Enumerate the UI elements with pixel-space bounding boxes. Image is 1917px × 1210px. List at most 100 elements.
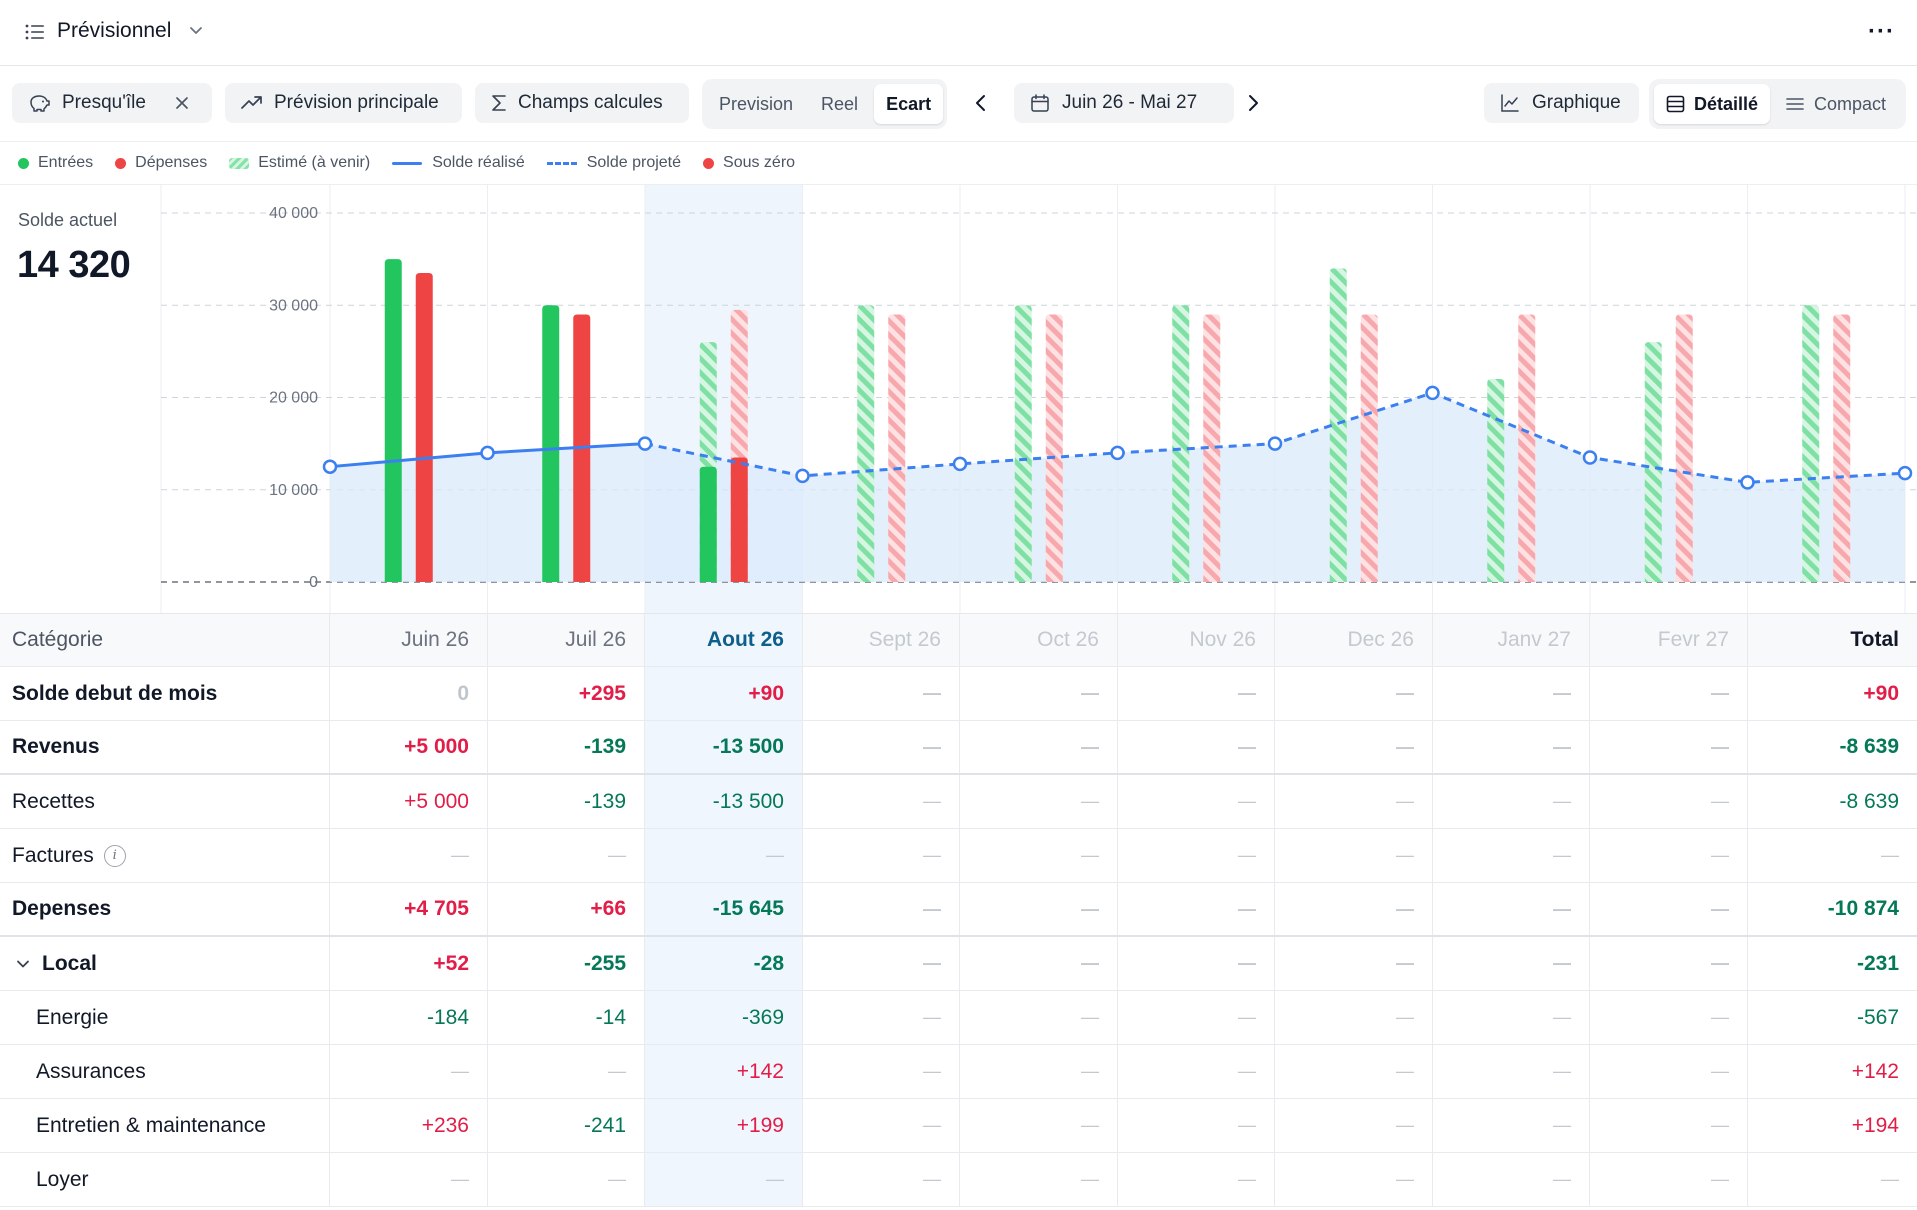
- table-cell[interactable]: +66: [488, 883, 645, 935]
- table-cell[interactable]: —: [1590, 721, 1748, 773]
- table-cell[interactable]: —: [1590, 829, 1748, 882]
- table-cell[interactable]: —: [1275, 1153, 1433, 1206]
- table-cell[interactable]: —: [1433, 1045, 1590, 1098]
- column-header[interactable]: Dec 26: [1275, 614, 1433, 666]
- table-cell[interactable]: -241: [488, 1099, 645, 1152]
- table-cell[interactable]: —: [960, 883, 1118, 935]
- table-cell[interactable]: —: [1590, 991, 1748, 1044]
- table-cell[interactable]: —: [803, 1045, 960, 1098]
- calculated-fields-button[interactable]: Champs calcules: [475, 83, 689, 123]
- table-cell[interactable]: —: [1433, 667, 1590, 720]
- table-cell[interactable]: —: [803, 1099, 960, 1152]
- table-cell[interactable]: +5 000: [330, 721, 488, 773]
- table-cell[interactable]: —: [803, 721, 960, 773]
- table-cell[interactable]: —: [960, 1045, 1118, 1098]
- table-cell[interactable]: —: [803, 667, 960, 720]
- table-cell[interactable]: +199: [645, 1099, 803, 1152]
- table-cell[interactable]: -28: [645, 937, 803, 990]
- table-cell[interactable]: —: [960, 991, 1118, 1044]
- table-cell[interactable]: +142: [645, 1045, 803, 1098]
- table-cell[interactable]: +295: [488, 667, 645, 720]
- table-cell[interactable]: —: [645, 1153, 803, 1206]
- chevron-right-icon[interactable]: [1240, 90, 1266, 116]
- more-horizontal-icon[interactable]: ···: [1868, 18, 1895, 45]
- table-cell[interactable]: —: [960, 667, 1118, 720]
- table-cell[interactable]: —: [1433, 775, 1590, 828]
- table-cell[interactable]: -8 639: [1839, 789, 1899, 813]
- view-detaille[interactable]: Détaillé: [1654, 84, 1771, 124]
- table-cell[interactable]: —: [1118, 829, 1275, 882]
- table-cell[interactable]: —: [803, 775, 960, 828]
- table-cell[interactable]: —: [1118, 667, 1275, 720]
- table-cell[interactable]: —: [330, 829, 488, 882]
- table-row[interactable]: Loyer — — — — — — — — — —: [0, 1153, 1917, 1207]
- table-cell[interactable]: —: [1590, 667, 1748, 720]
- chevron-down-icon[interactable]: [188, 24, 204, 38]
- table-cell[interactable]: —: [960, 1153, 1118, 1206]
- table-cell[interactable]: —: [1118, 883, 1275, 935]
- column-header[interactable]: Janv 27: [1433, 614, 1590, 666]
- page-title[interactable]: Prévisionnel: [57, 19, 172, 42]
- table-cell[interactable]: -139: [488, 775, 645, 828]
- table-cell[interactable]: —: [1118, 775, 1275, 828]
- table-cell[interactable]: —: [330, 1153, 488, 1206]
- table-cell[interactable]: —: [1118, 937, 1275, 990]
- table-cell[interactable]: —: [960, 937, 1118, 990]
- table-cell[interactable]: —: [1433, 1153, 1590, 1206]
- table-cell[interactable]: -567: [1856, 1005, 1899, 1029]
- table-cell[interactable]: —: [960, 1099, 1118, 1152]
- info-icon[interactable]: i: [103, 844, 126, 867]
- table-cell[interactable]: —: [960, 721, 1118, 773]
- table-cell[interactable]: +52: [330, 937, 488, 990]
- table-cell[interactable]: +236: [330, 1099, 488, 1152]
- table-cell[interactable]: —: [960, 775, 1118, 828]
- table-cell[interactable]: —: [1433, 1099, 1590, 1152]
- table-cell[interactable]: —: [1275, 1045, 1433, 1098]
- table-cell[interactable]: -14: [488, 991, 645, 1044]
- table-cell[interactable]: -10 874: [1827, 897, 1899, 920]
- table-row[interactable]: Assurances — — +142— — — — — — +142: [0, 1045, 1917, 1099]
- table-cell[interactable]: —: [803, 937, 960, 990]
- table-cell[interactable]: +90: [1863, 681, 1899, 705]
- table-cell[interactable]: —: [1590, 937, 1748, 990]
- table-cell[interactable]: —: [1275, 721, 1433, 773]
- table-row[interactable]: Local +52 -255 -28— — — — — — -231: [0, 937, 1917, 991]
- column-header[interactable]: Juin 26: [330, 614, 488, 666]
- column-header[interactable]: Total: [1850, 628, 1899, 651]
- graph-toggle-button[interactable]: Graphique: [1484, 83, 1639, 123]
- table-cell[interactable]: —: [1118, 991, 1275, 1044]
- mode-prevision[interactable]: Prevision: [719, 93, 794, 114]
- table-cell[interactable]: -13 500: [645, 775, 803, 828]
- table-cell[interactable]: -13 500: [645, 721, 803, 773]
- table-cell[interactable]: -8 639: [1839, 735, 1899, 758]
- table-cell[interactable]: —: [1433, 829, 1590, 882]
- table-cell[interactable]: —: [1590, 1153, 1748, 1206]
- column-header[interactable]: Juil 26: [488, 614, 645, 666]
- column-header[interactable]: Nov 26: [1118, 614, 1275, 666]
- column-header-category[interactable]: Catégorie: [0, 614, 330, 666]
- table-row[interactable]: Factures i — — — — — — — — — —: [0, 829, 1917, 883]
- table-cell[interactable]: —: [1275, 829, 1433, 882]
- table-cell[interactable]: —: [1275, 991, 1433, 1044]
- table-cell[interactable]: —: [1881, 1169, 1899, 1189]
- table-cell[interactable]: —: [330, 1045, 488, 1098]
- table-cell[interactable]: —: [1590, 1045, 1748, 1098]
- table-cell[interactable]: -184: [330, 991, 488, 1044]
- table-cell[interactable]: —: [803, 1153, 960, 1206]
- mode-ecart[interactable]: Ecart: [874, 84, 944, 124]
- table-cell[interactable]: —: [1590, 883, 1748, 935]
- table-cell[interactable]: —: [1275, 883, 1433, 935]
- table-cell[interactable]: -255: [488, 937, 645, 990]
- table-cell[interactable]: +142: [1851, 1059, 1899, 1083]
- table-cell[interactable]: —: [1118, 1153, 1275, 1206]
- column-header[interactable]: Oct 26: [960, 614, 1118, 666]
- table-cell[interactable]: +194: [1851, 1113, 1899, 1137]
- table-cell[interactable]: -369: [645, 991, 803, 1044]
- table-cell[interactable]: +90: [645, 667, 803, 720]
- scenario-selector[interactable]: Presqu'île: [12, 83, 212, 123]
- table-cell[interactable]: —: [1433, 883, 1590, 935]
- forecast-selector[interactable]: Prévision principale: [225, 83, 462, 123]
- table-cell[interactable]: —: [488, 1045, 645, 1098]
- table-row[interactable]: Recettes +5 000 -139 -13 500— — — — — — -8 639: [0, 775, 1917, 829]
- column-header[interactable]: Sept 26: [803, 614, 960, 666]
